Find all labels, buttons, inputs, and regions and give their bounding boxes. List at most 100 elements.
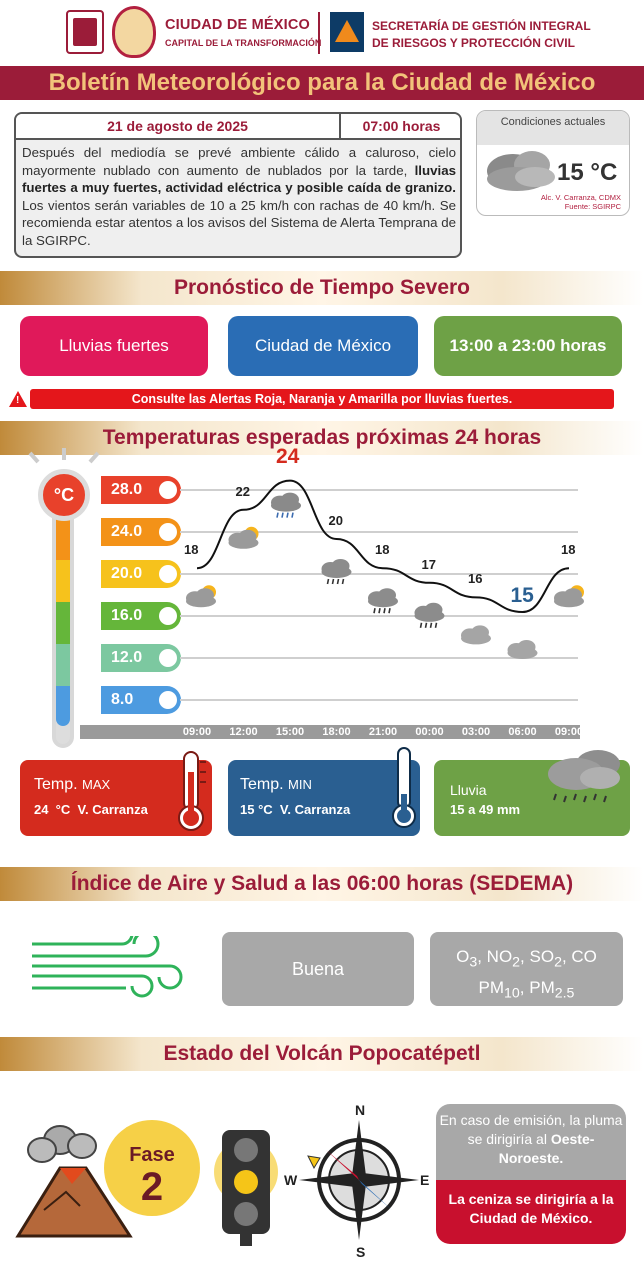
compass-w: W bbox=[284, 1172, 298, 1188]
air-quality-pill: Buena bbox=[222, 932, 414, 1006]
thermometer-band bbox=[56, 602, 70, 644]
phase-word: Fase bbox=[129, 1144, 175, 1166]
conditions-source: Alc. V. Carranza, CDMX Fuente: SGIRPC bbox=[541, 193, 621, 211]
min-temp-card: Temp. MIN 15 °C V. Carranza bbox=[228, 747, 420, 836]
org2-line2: DE RIESGOS Y PROTECCIÓN CIVIL bbox=[372, 36, 575, 50]
volcano-icon bbox=[15, 1125, 133, 1238]
x-tick-label: 00:00 bbox=[415, 726, 444, 738]
severe-section-bar: Pronóstico de Tiempo Severo bbox=[0, 271, 644, 305]
thermometer-band bbox=[56, 560, 70, 602]
x-tick-label: 21:00 bbox=[368, 726, 398, 738]
temps-section-bar: Temperaturas esperadas próximas 24 horas bbox=[0, 421, 644, 455]
warning-icon: ! bbox=[9, 391, 27, 407]
co: CO bbox=[571, 947, 597, 966]
region-pill: Ciudad de México bbox=[228, 316, 418, 376]
cold-thermometer-icon bbox=[392, 747, 416, 828]
phase-number: 2 bbox=[140, 1165, 164, 1209]
bulletin-date: 21 de agosto de 2025 bbox=[16, 114, 341, 138]
o3: O bbox=[456, 947, 470, 966]
scale-level: 28.0 bbox=[101, 476, 181, 504]
no2: NO bbox=[486, 947, 513, 966]
cloud-icon bbox=[487, 151, 555, 191]
rain-cloud-icon bbox=[368, 588, 398, 614]
air-title: Índice de Aire y Salud a las 06:00 horas… bbox=[70, 872, 574, 895]
time-axis bbox=[80, 725, 580, 739]
x-tick-label: 12:00 bbox=[229, 726, 258, 738]
storm-cloud-icon bbox=[271, 492, 301, 518]
max-label-word: Temp. bbox=[34, 776, 78, 793]
o3-sub: 3 bbox=[469, 954, 478, 971]
compass-rose-icon bbox=[299, 1120, 419, 1240]
rain-cloud-icon bbox=[414, 602, 445, 628]
scale-level: 20.0 bbox=[101, 560, 181, 588]
scale-level: 24.0 bbox=[101, 518, 181, 546]
min-temp-value: 15 °C V. Carranza bbox=[240, 802, 351, 817]
bulletin-box: 21 de agosto de 2025 07:00 horas Después… bbox=[14, 112, 462, 258]
bulletin-text-a: Después del mediodía se prevé ambiente c… bbox=[22, 145, 456, 178]
pm25-sub: 2.5 bbox=[554, 985, 575, 1002]
hot-thermometer-icon bbox=[178, 751, 206, 831]
compass-e: E bbox=[420, 1172, 430, 1188]
volcano-section-bar: Estado del Volcán Popocatépetl bbox=[0, 1037, 644, 1071]
conditions-source-name: Fuente: SGIRPC bbox=[564, 202, 621, 211]
temperature-line bbox=[196, 479, 570, 614]
x-tick-label: 06:00 bbox=[508, 726, 537, 738]
scale-level: 12.0 bbox=[101, 644, 181, 672]
air-section-bar: Índice de Aire y Salud a las 06:00 horas… bbox=[0, 867, 644, 901]
temps-title: Temperaturas esperadas próximas 24 horas bbox=[102, 426, 542, 449]
no2-sub: 2 bbox=[512, 954, 521, 971]
civil-protection-logo bbox=[330, 12, 364, 52]
point-label: 22 bbox=[235, 483, 250, 499]
pm10: PM bbox=[478, 978, 505, 998]
header-divider bbox=[318, 12, 320, 54]
grid-line bbox=[180, 573, 578, 575]
so2-sub: 2 bbox=[554, 954, 562, 971]
thermometer-rays-icon bbox=[28, 448, 100, 464]
page-title: Boletín Meteorológico para la Ciudad de … bbox=[48, 69, 596, 96]
org1-name: CIUDAD DE MÉXICO bbox=[165, 17, 310, 33]
pm25: PM bbox=[529, 978, 555, 998]
max-temp-card: Temp. MAX 24 °C V. Carranza bbox=[20, 751, 212, 836]
point-label: 17 bbox=[421, 556, 436, 572]
min-label-word: Temp. bbox=[240, 776, 284, 793]
conditions-label: Condiciones actuales bbox=[477, 111, 629, 145]
cloud-icon bbox=[461, 625, 491, 645]
point-label: 18 bbox=[184, 542, 199, 558]
rain-label: Lluvia bbox=[450, 782, 487, 798]
rain-value: 15 a 49 mm bbox=[450, 802, 521, 817]
max-temp-value: 24 °C V. Carranza bbox=[34, 802, 148, 817]
grid-line bbox=[180, 699, 578, 701]
min-temp-label: Temp. MIN bbox=[240, 776, 312, 794]
point-label: 18 bbox=[375, 542, 390, 558]
point-label: 18 bbox=[561, 542, 576, 558]
ash-note: La ceniza se dirigiría a la Ciudad de Mé… bbox=[436, 1180, 626, 1244]
pollutants-pill: O3, NO2, SO2, CO PM10, PM2.5 bbox=[430, 932, 623, 1006]
cdmx-emblem-logo bbox=[112, 6, 156, 58]
grid-line bbox=[180, 531, 578, 533]
phenomenon-pill: Lluvias fuertes bbox=[20, 316, 208, 376]
pollutants-line2: PM10, PM2.5 bbox=[478, 978, 575, 1002]
org2-name: SECRETARÍA DE GESTIÓN INTEGRAL DE RIESGO… bbox=[372, 18, 612, 52]
point-label: 20 bbox=[328, 513, 343, 528]
emission-text: En caso de emisión, la pluma se dirigirí… bbox=[439, 1112, 623, 1147]
conditions-place: Alc. V. Carranza, CDMX bbox=[540, 193, 621, 202]
partly-cloudy-icon bbox=[554, 585, 584, 608]
grid-line bbox=[180, 615, 578, 617]
volcano-title: Estado del Volcán Popocatépetl bbox=[163, 1042, 481, 1065]
traffic-light-pole bbox=[240, 1232, 252, 1246]
rain-cloud-icon bbox=[548, 750, 620, 803]
current-temp: 15 °C bbox=[557, 159, 618, 186]
rain-card: Lluvia 15 a 49 mm bbox=[434, 750, 630, 836]
bulletin-text: Después del mediodía se prevé ambiente c… bbox=[22, 144, 456, 249]
bulletin-text-b: Los vientos serán variables de 10 a 25 k… bbox=[22, 197, 456, 248]
point-label: 24 bbox=[276, 444, 300, 468]
compass-s: S bbox=[356, 1244, 366, 1260]
point-label: 16 bbox=[468, 571, 483, 587]
thermometer-band bbox=[56, 518, 70, 560]
grid-line bbox=[180, 657, 578, 659]
wind-icon bbox=[32, 936, 183, 998]
min-tag: MIN bbox=[288, 777, 312, 792]
pollutants-line1: O3, NO2, SO2, CO bbox=[456, 947, 597, 971]
rain-cloud-icon bbox=[321, 559, 352, 585]
x-tick-label: 09:00 bbox=[182, 726, 212, 738]
